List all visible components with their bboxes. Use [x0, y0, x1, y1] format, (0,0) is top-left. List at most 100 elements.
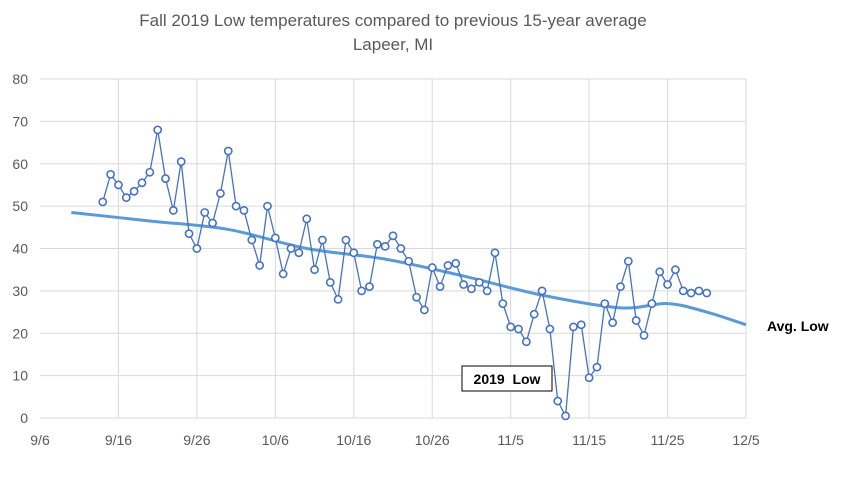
low-2019-point — [412, 292, 421, 302]
y-tick-label: 30 — [12, 283, 28, 299]
low-2019-point — [239, 205, 249, 215]
low-2019-point — [506, 322, 516, 332]
low-2019-point — [537, 286, 547, 296]
low-2019-point — [443, 261, 453, 270]
low-2019-point — [569, 322, 578, 332]
low-2019-point — [419, 305, 429, 315]
low-2019-point — [702, 288, 712, 298]
low-2019-point — [514, 324, 523, 334]
low-2019-point — [647, 299, 657, 308]
chart-subtitle: Lapeer, MI — [353, 35, 433, 54]
low-2019-point — [490, 248, 500, 258]
low-2019-point — [325, 277, 335, 287]
low-2019-point — [255, 261, 265, 270]
low-2019-point — [161, 174, 170, 183]
low-2019-point — [380, 241, 390, 251]
chart-title: Fall 2019 Low temperatures compared to p… — [139, 11, 646, 30]
y-axis-ticks: 0 10 20 30 40 50 60 70 80 — [12, 71, 28, 426]
low-2019-point — [216, 189, 225, 198]
low-2019-point — [372, 239, 382, 249]
gridlines — [40, 78, 747, 419]
low-2019-point — [655, 267, 665, 277]
low-2019-point — [145, 167, 155, 177]
x-tick-label: 11/25 — [651, 432, 685, 448]
low-2019-point — [270, 233, 280, 243]
y-tick-label: 60 — [12, 156, 28, 172]
low-2019-point — [333, 294, 343, 304]
y-tick-label: 0 — [20, 410, 28, 426]
x-tick-label: 11/5 — [498, 432, 524, 448]
low-2019-point — [192, 244, 202, 253]
low-2019-point — [106, 169, 115, 179]
low-2019-point — [561, 411, 570, 421]
x-tick-label: 10/6 — [262, 432, 289, 448]
low-2019-point — [451, 258, 461, 268]
low-2019-point — [176, 157, 186, 167]
low-2019-point — [427, 263, 437, 272]
x-tick-label: 9/6 — [30, 432, 50, 448]
low-2019-point — [388, 231, 398, 241]
low-2019-point — [208, 218, 217, 228]
low-2019-line — [102, 129, 707, 419]
low-2019-point — [278, 269, 288, 279]
low-2019-point — [168, 205, 178, 215]
low-2019-point — [137, 178, 147, 188]
x-tick-label: 9/26 — [183, 432, 210, 448]
x-axis-ticks: 9/6 9/16 9/26 10/6 10/16 10/26 11/5 11/15 11/25 1… — [30, 432, 760, 448]
low-2019-point — [616, 282, 625, 292]
low-2019-point — [482, 286, 492, 296]
low-2019-point — [349, 248, 359, 258]
x-tick-label: 10/26 — [415, 432, 450, 448]
low-2019-point — [663, 280, 672, 289]
avg-low-label: Avg. Low — [767, 318, 829, 334]
y-tick-label: 50 — [12, 198, 28, 214]
low-2019-label: 2019 Low — [474, 371, 541, 387]
low-2019-point — [623, 256, 633, 266]
x-tick-label: 9/16 — [105, 432, 132, 448]
low-2019-point — [553, 396, 563, 406]
low-2019-point — [576, 320, 586, 330]
low-2019-point — [223, 146, 233, 156]
low-2019-point — [631, 316, 641, 325]
low-2019-point — [341, 235, 351, 245]
low-2019-point — [529, 309, 539, 319]
low-2019-point — [600, 299, 610, 308]
low-2019-point — [365, 282, 374, 292]
low-2019-point — [459, 280, 468, 289]
low-2019-point — [396, 244, 406, 253]
x-tick-label: 11/15 — [572, 432, 606, 448]
low-2019-series — [98, 125, 712, 421]
low-2019-label-box: 2019 Low — [461, 365, 553, 392]
low-2019-point — [521, 337, 531, 347]
low-2019-point — [302, 214, 312, 224]
y-tick-label: 40 — [12, 241, 28, 257]
low-2019-point — [671, 265, 680, 275]
low-2019-point — [247, 235, 257, 245]
low-2019-point — [404, 256, 414, 266]
low-2019-point — [435, 282, 445, 292]
y-tick-label: 10 — [12, 368, 28, 384]
low-2019-point — [686, 288, 696, 298]
avg-low-series — [71, 210, 747, 327]
low-2019-point — [200, 208, 210, 217]
low-2019-point — [357, 286, 367, 296]
low-2019-point — [545, 324, 555, 334]
low-2019-point — [129, 186, 139, 196]
low-2019-point — [98, 197, 108, 207]
low-2019-point — [474, 277, 484, 287]
low-2019-point — [498, 299, 508, 308]
low-2019-point — [678, 286, 688, 296]
x-tick-label: 10/16 — [336, 432, 371, 448]
low-2019-point — [592, 362, 602, 372]
low-2019-point — [263, 201, 272, 211]
avg-low-line — [71, 210, 747, 327]
low-2019-point — [310, 265, 319, 275]
y-tick-label: 70 — [12, 113, 28, 129]
low-2019-point — [317, 235, 327, 245]
low-2019-point — [231, 201, 241, 211]
low-2019-point — [286, 244, 296, 253]
x-tick-label: 12/5 — [732, 432, 759, 448]
low-2019-point — [184, 229, 194, 239]
low-2019-point — [121, 193, 131, 203]
